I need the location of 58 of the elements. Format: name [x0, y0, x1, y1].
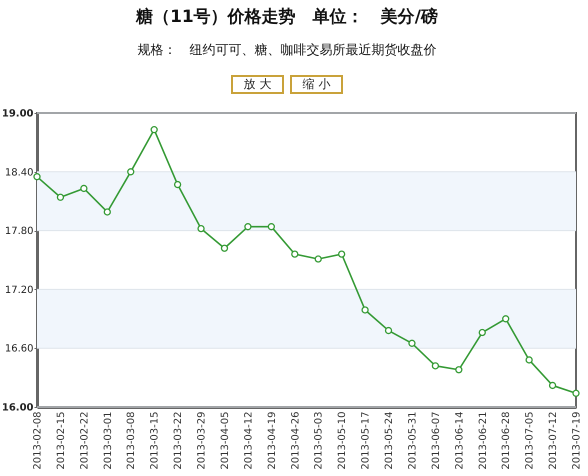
x-tick-label: 2013-05-03 — [314, 412, 325, 470]
x-tick-label: 2013-06-07 — [430, 412, 442, 470]
point — [548, 382, 556, 390]
x-tick-label: 2013-06-28 — [501, 412, 512, 470]
point — [432, 362, 440, 370]
point — [220, 244, 228, 252]
y-tick-label: 19.00 — [2, 108, 34, 120]
x-tick-label: 2013-04-19 — [266, 412, 278, 470]
x-tick-label: 2013-05-24 — [384, 412, 396, 470]
zoom-in-button: 放 大 — [231, 75, 284, 94]
point — [338, 250, 346, 258]
x-tick-label: 2013-07-12 — [548, 412, 560, 470]
point — [502, 315, 510, 322]
x-tick-label: 2013-04-26 — [290, 412, 302, 470]
x-tick-label: 2013-07-05 — [524, 412, 536, 470]
point — [33, 173, 41, 180]
y-tick-label: 16.00 — [2, 402, 34, 414]
y-tick-label: 17.20 — [4, 284, 34, 296]
point — [56, 194, 64, 201]
zoom-out-button: 缩 小 — [290, 75, 343, 94]
x-tick-label: 2013-03-15 — [150, 412, 161, 470]
x-tick-label: 2013-03-08 — [126, 412, 138, 470]
point — [104, 208, 111, 216]
point — [408, 340, 416, 347]
x-tick-label: 2013-03-22 — [173, 412, 184, 470]
point — [361, 306, 369, 314]
point — [314, 255, 322, 263]
y-tick-label: 16.60 — [4, 344, 34, 355]
point — [455, 366, 462, 374]
x-tick-label: 2013-02-08 — [32, 412, 44, 470]
point — [268, 223, 275, 230]
point — [174, 180, 182, 188]
point — [291, 250, 298, 258]
x-tick-label: 2013-05-10 — [337, 412, 348, 470]
x-tick-label: 2013-04-12 — [243, 412, 254, 470]
point — [127, 168, 134, 176]
x-tick-label: 2013-03-01 — [102, 412, 114, 470]
point — [525, 356, 533, 364]
x-tick-label: 2013-07-19 — [572, 412, 582, 470]
x-tick-label: 2013-06-14 — [454, 412, 466, 470]
x-tick-label: 2013-05-31 — [407, 412, 418, 470]
point — [384, 326, 392, 334]
point — [197, 224, 205, 232]
point — [80, 184, 88, 192]
x-tick-label: 2013-02-22 — [79, 412, 90, 470]
chart-title: 糖（11号）价格走势 单位： 美分/磅 — [134, 6, 439, 28]
x-tick-label: 2013-04-05 — [220, 412, 231, 470]
point — [150, 126, 158, 134]
chart-subtitle: 规格： 纽约可可、糖、咖啡交易所最近期货收盘价 — [136, 42, 438, 59]
point — [572, 390, 580, 397]
y-tick-label: 18.40 — [4, 167, 34, 178]
y-tick-label: 17.80 — [4, 226, 34, 238]
x-tick-label: 2013-06-21 — [478, 412, 489, 470]
x-tick-label: 2013-05-17 — [360, 412, 372, 470]
point — [244, 223, 252, 230]
x-tick-label: 2013-02-15 — [56, 412, 67, 470]
x-tick-label: 2013-03-29 — [196, 412, 208, 470]
point — [478, 328, 486, 336]
